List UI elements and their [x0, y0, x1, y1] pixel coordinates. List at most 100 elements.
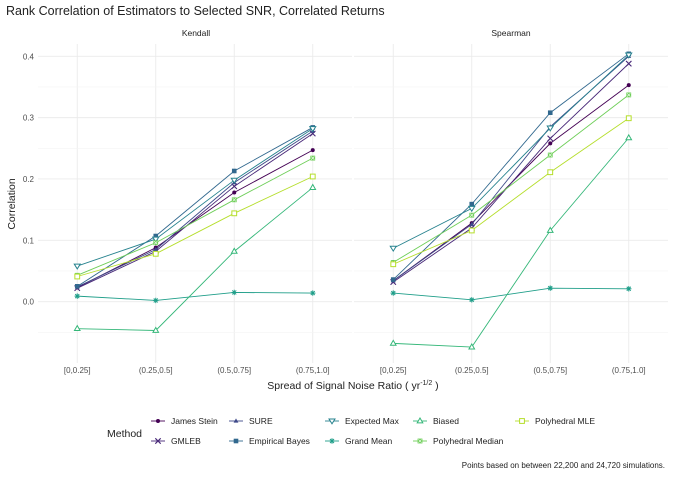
point-james-stein [232, 190, 237, 195]
series-line-biased-spearman [393, 137, 630, 348]
point-polyhedral-mle [468, 227, 475, 234]
point-empirical-bayes [74, 284, 80, 289]
y-tick-label: 0.1 [23, 236, 35, 245]
point-grand-mean [310, 290, 316, 296]
point-grand-mean [626, 286, 632, 292]
legend-label: Polyhedral MLE [535, 416, 595, 426]
panel-label-spearman: Spearman [491, 28, 530, 38]
point-grand-mean [390, 290, 396, 296]
point-expected-max [546, 125, 555, 132]
point-expected-max [389, 245, 398, 253]
x-tick-label: (0.75,1.0] [296, 366, 330, 375]
point-biased [625, 133, 633, 141]
legend-item-james-stein: James Stein [151, 416, 218, 426]
point-polyhedral-median [310, 155, 316, 161]
point-polyhedral-mle [390, 261, 397, 268]
x-axis-title-exponent: -1/2 [420, 380, 432, 387]
point-sure [469, 221, 475, 226]
point-polyhedral-mle [309, 173, 316, 180]
x-axis-title-end: ) [432, 380, 438, 392]
series-line-polyhedral-mle-spearman [393, 117, 630, 265]
legend-item-gmleb: GMLEB [151, 436, 201, 446]
x-axis-ticks: [0,0.25] (0.25,0.5] (0.5,0.75] (0.75,1.0] [0… [64, 366, 646, 375]
point-empirical-bayes [231, 168, 237, 174]
point-biased [546, 226, 554, 233]
legend-label: Polyhedral Median [433, 436, 504, 446]
point-polyhedral-mle [74, 273, 81, 280]
point-polyhedral-median [153, 240, 159, 246]
point-empirical-bayes [390, 277, 396, 282]
point-polyhedral-median [231, 197, 237, 203]
x-tick-label: [0,0.25] [64, 366, 91, 375]
series-line-empirical-bayes-spearman [392, 53, 630, 280]
legend-label: Empirical Bayes [249, 436, 310, 446]
point-grand-mean [469, 297, 475, 303]
x-tick-label: (0.25,0.5] [455, 366, 489, 375]
series-layer [73, 51, 633, 350]
y-axis-ticks: 0.0 0.1 0.2 0.3 0.4 [23, 52, 35, 306]
series-line-polyhedral-median-kendall [77, 157, 313, 276]
legend-key-gmleb [154, 437, 162, 445]
point-expected-max [624, 52, 633, 59]
point-expected-max [73, 263, 82, 270]
point-polyhedral-median [469, 212, 475, 218]
y-tick-label: 0.2 [23, 175, 35, 184]
series-line-polyhedral-mle-kendall [77, 176, 313, 277]
y-tick-label: 0.4 [23, 52, 35, 61]
legend-item-grand-mean: Grand Mean [325, 436, 393, 446]
point-biased [468, 343, 476, 350]
point-empirical-bayes [153, 233, 159, 239]
series-line-empirical-bayes-kendall [77, 127, 313, 287]
legend-label: GMLEB [171, 436, 201, 446]
point-biased [309, 183, 317, 190]
legend-key-james-stein [156, 419, 160, 423]
series-line-biased-kendall [77, 187, 314, 331]
legend-key-grand-mean [329, 438, 335, 444]
point-polyhedral-median [626, 92, 632, 98]
series-line-gmleb-kendall [77, 133, 314, 289]
point-expected-max [230, 177, 239, 184]
y-tick-label: 0.3 [23, 114, 35, 123]
series-line-gmleb-spearman [392, 63, 630, 283]
legend-key-biased [416, 416, 424, 424]
legend-label: Biased [433, 416, 459, 426]
point-grand-mean [74, 293, 80, 299]
legend-item-empirical-bayes: Empirical Bayes [229, 436, 310, 446]
legend-item-biased: Biased [413, 416, 459, 426]
point-empirical-bayes [469, 201, 475, 207]
y-axis-title: Correlation [6, 178, 18, 230]
point-james-stein [548, 141, 553, 146]
panel-label-kendall: Kendall [182, 28, 210, 38]
series-line-grand-mean-spearman [393, 287, 629, 301]
point-james-stein [310, 148, 315, 153]
legend-item-polyhedral-median: Polyhedral Median [413, 436, 504, 446]
point-gmleb [547, 135, 554, 142]
x-tick-label: (0.5,0.75] [217, 366, 251, 375]
legend-key-polyhedral-median [417, 438, 423, 444]
point-james-stein [626, 83, 631, 88]
series-line-expected-max-kendall [77, 128, 313, 267]
point-expected-max [467, 205, 476, 213]
chart-title: Rank Correlation of Estimators to Select… [6, 4, 385, 18]
legend-title: Method [107, 428, 142, 440]
point-biased [152, 326, 160, 333]
y-tick-label: 0.0 [23, 298, 35, 307]
point-polyhedral-mle [547, 169, 554, 176]
legend-key-sure [233, 418, 239, 423]
legend-label: Expected Max [345, 416, 400, 426]
point-biased [389, 339, 397, 346]
point-expected-max [308, 126, 317, 133]
legend-item-sure: SURE [229, 416, 273, 426]
legend: Method James Stein GMLEB SURE Empirical Bay… [107, 416, 595, 446]
legend-label: SURE [249, 416, 273, 426]
point-empirical-bayes [547, 110, 553, 116]
point-grand-mean [153, 297, 159, 304]
series-line-sure-kendall [77, 130, 313, 288]
x-axis-title-main: Spread of Signal Noise Ratio ( yr [267, 380, 420, 392]
x-tick-label: [0,0.25] [380, 366, 407, 375]
series-line-expected-max-spearman [393, 54, 630, 249]
chart-caption: Points based on between 22,200 and 24,72… [462, 461, 665, 470]
point-biased [73, 324, 81, 332]
point-biased [230, 247, 238, 254]
point-sure [153, 246, 159, 252]
